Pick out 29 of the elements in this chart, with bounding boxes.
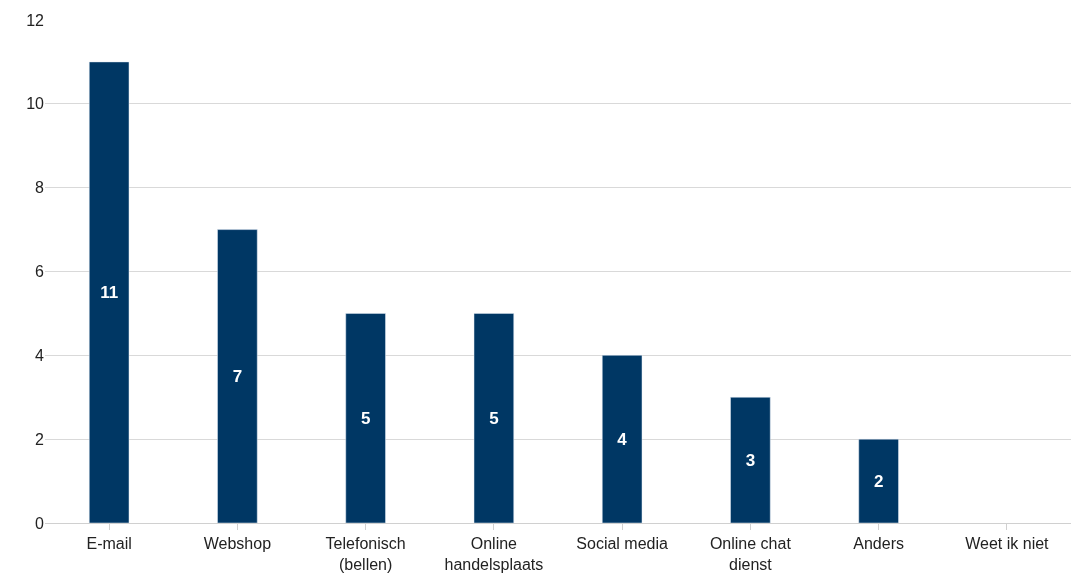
bar: [345, 313, 386, 523]
y-tick-label: 10: [26, 95, 45, 113]
y-tick-label: 4: [35, 346, 45, 364]
data-label: 5: [360, 408, 371, 428]
x-tick-label: E-mail: [86, 535, 132, 553]
bar: [89, 61, 130, 523]
y-tick-label: 12: [26, 11, 45, 29]
x-tick-label: Weet ik niet: [965, 535, 1050, 553]
y-tick-label: 0: [35, 514, 45, 532]
y-tick-label: 2: [35, 430, 45, 448]
bar: [602, 355, 643, 523]
bar: [858, 438, 899, 523]
bar: [473, 313, 514, 523]
data-label: 11: [100, 282, 119, 302]
x-tick-label: Online handelsplaats: [444, 535, 544, 573]
x-tick-label: Anders: [853, 535, 904, 553]
x-tick-label: Webshop: [203, 535, 272, 553]
data-label: 3: [745, 450, 756, 470]
data-label: 7: [232, 366, 243, 386]
x-tick-label: Telefonisch (bellen): [325, 535, 406, 573]
y-tick-label: 8: [35, 179, 45, 197]
x-tick-label: Online chat dienst: [709, 535, 792, 573]
bar: [730, 397, 771, 523]
bar: [217, 229, 258, 523]
x-tick-label: Social media: [576, 535, 669, 553]
data-label: 4: [617, 429, 628, 449]
data-label: 2: [873, 471, 884, 491]
y-tick-label: 6: [35, 263, 45, 281]
data-label: 5: [489, 408, 499, 428]
